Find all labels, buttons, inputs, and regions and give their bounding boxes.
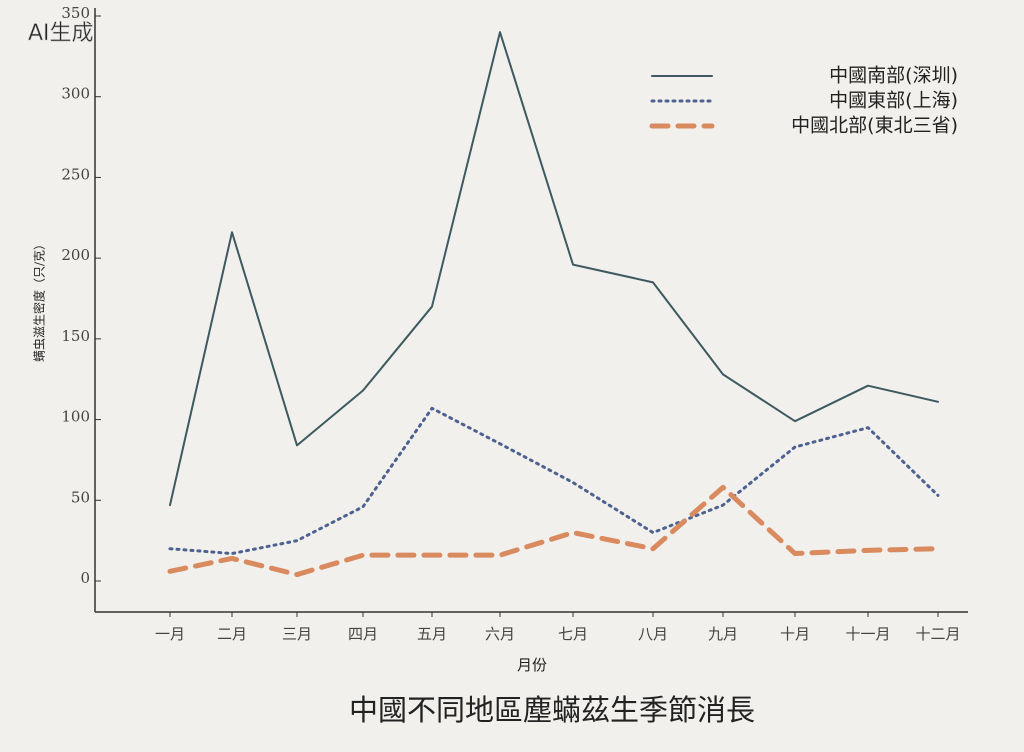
- y-tick-label: 100: [61, 408, 90, 426]
- x-tick-label: 二月: [217, 625, 247, 643]
- x-tick-label: 六月: [485, 625, 515, 643]
- x-tick-label: 五月: [417, 625, 447, 643]
- y-tick-label: 0: [80, 569, 90, 587]
- x-tick-label: 九月: [708, 625, 738, 643]
- x-axis-label: 月份: [517, 656, 547, 674]
- y-tick-label: 250: [61, 165, 90, 183]
- x-tick-label: 十月: [780, 625, 810, 643]
- y-tick-label: 200: [61, 246, 90, 264]
- chart-title: 中國不同地區塵蟎茲生季節消長: [349, 693, 755, 727]
- x-tick-label: 三月: [282, 625, 312, 643]
- x-tick-label: 一月: [155, 625, 185, 643]
- watermark: AI生成: [28, 21, 94, 46]
- legend-label: 中國北部(東北三省): [791, 115, 958, 137]
- series-line: [168, 406, 940, 556]
- y-tick-label: 350: [61, 4, 90, 22]
- y-axis-label: 螨虫滋生密度（只/克）: [32, 238, 47, 362]
- x-tick-label: 八月: [638, 625, 668, 643]
- legend-label: 中國東部(上海): [829, 90, 958, 112]
- legend-label: 中國南部(深圳): [829, 65, 958, 87]
- y-tick-label: 300: [61, 85, 90, 103]
- series-line: [167, 484, 941, 578]
- x-tick-label: 四月: [348, 625, 378, 643]
- y-tick-label: 50: [71, 488, 90, 506]
- x-tick-label: 七月: [558, 625, 588, 643]
- y-tick-label: 150: [61, 327, 90, 345]
- x-tick-label: 十一月: [845, 625, 890, 643]
- x-tick-label: 十二月: [915, 625, 960, 643]
- series-line: [169, 31, 939, 507]
